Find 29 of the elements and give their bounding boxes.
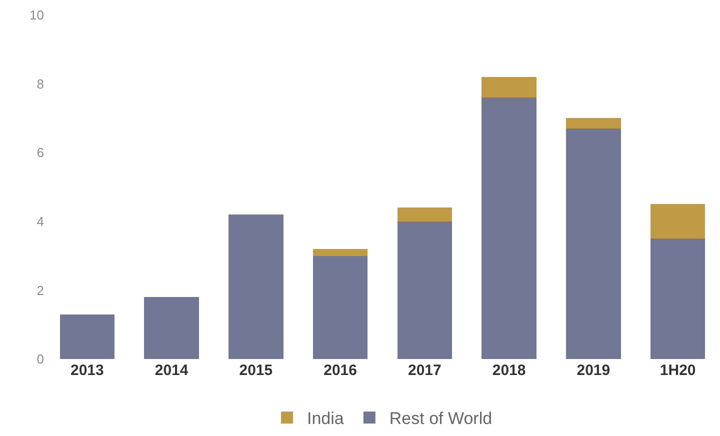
y-tick-label: 2 bbox=[36, 282, 44, 298]
x-tick-label: 1H20 bbox=[660, 362, 696, 379]
bar bbox=[60, 314, 115, 359]
bar bbox=[397, 221, 452, 359]
bar bbox=[228, 214, 284, 359]
bar bbox=[566, 128, 621, 359]
x-tick-label: 2014 bbox=[154, 362, 189, 379]
y-tick-label: 4 bbox=[36, 214, 44, 229]
legend-label: India bbox=[307, 409, 344, 428]
y-tick-label: 6 bbox=[36, 145, 44, 160]
bar bbox=[482, 98, 536, 359]
y-tick-label: 0 bbox=[36, 352, 44, 367]
bar bbox=[650, 204, 706, 239]
x-tick-label: 2015 bbox=[239, 362, 273, 379]
y-tick-label: 10 bbox=[30, 8, 44, 23]
y-tick-label: 8 bbox=[36, 76, 44, 92]
bar bbox=[312, 248, 368, 256]
x-tick-label: 2016 bbox=[324, 362, 357, 379]
bar bbox=[482, 76, 536, 98]
x-tick-label: 2013 bbox=[70, 362, 104, 379]
x-tick-label: 2017 bbox=[408, 362, 442, 379]
bar bbox=[397, 208, 452, 222]
legend-label: Rest of World bbox=[389, 409, 492, 428]
x-tick-label: 2019 bbox=[576, 362, 610, 379]
x-tick-label: 2018 bbox=[492, 362, 526, 379]
bar bbox=[650, 238, 706, 359]
bar bbox=[144, 297, 199, 359]
bar bbox=[566, 118, 621, 129]
bar bbox=[312, 256, 368, 359]
